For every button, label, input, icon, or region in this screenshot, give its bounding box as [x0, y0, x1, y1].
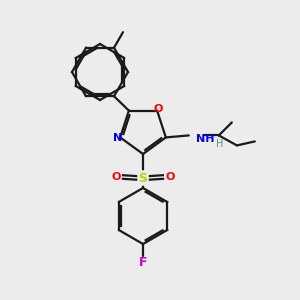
Text: O: O	[153, 103, 163, 114]
Text: O: O	[111, 172, 121, 182]
Text: F: F	[139, 256, 147, 268]
Text: O: O	[165, 172, 175, 182]
Text: N: N	[112, 134, 122, 143]
Text: S: S	[139, 172, 148, 184]
Text: H: H	[216, 140, 224, 149]
Text: NH: NH	[196, 134, 214, 144]
